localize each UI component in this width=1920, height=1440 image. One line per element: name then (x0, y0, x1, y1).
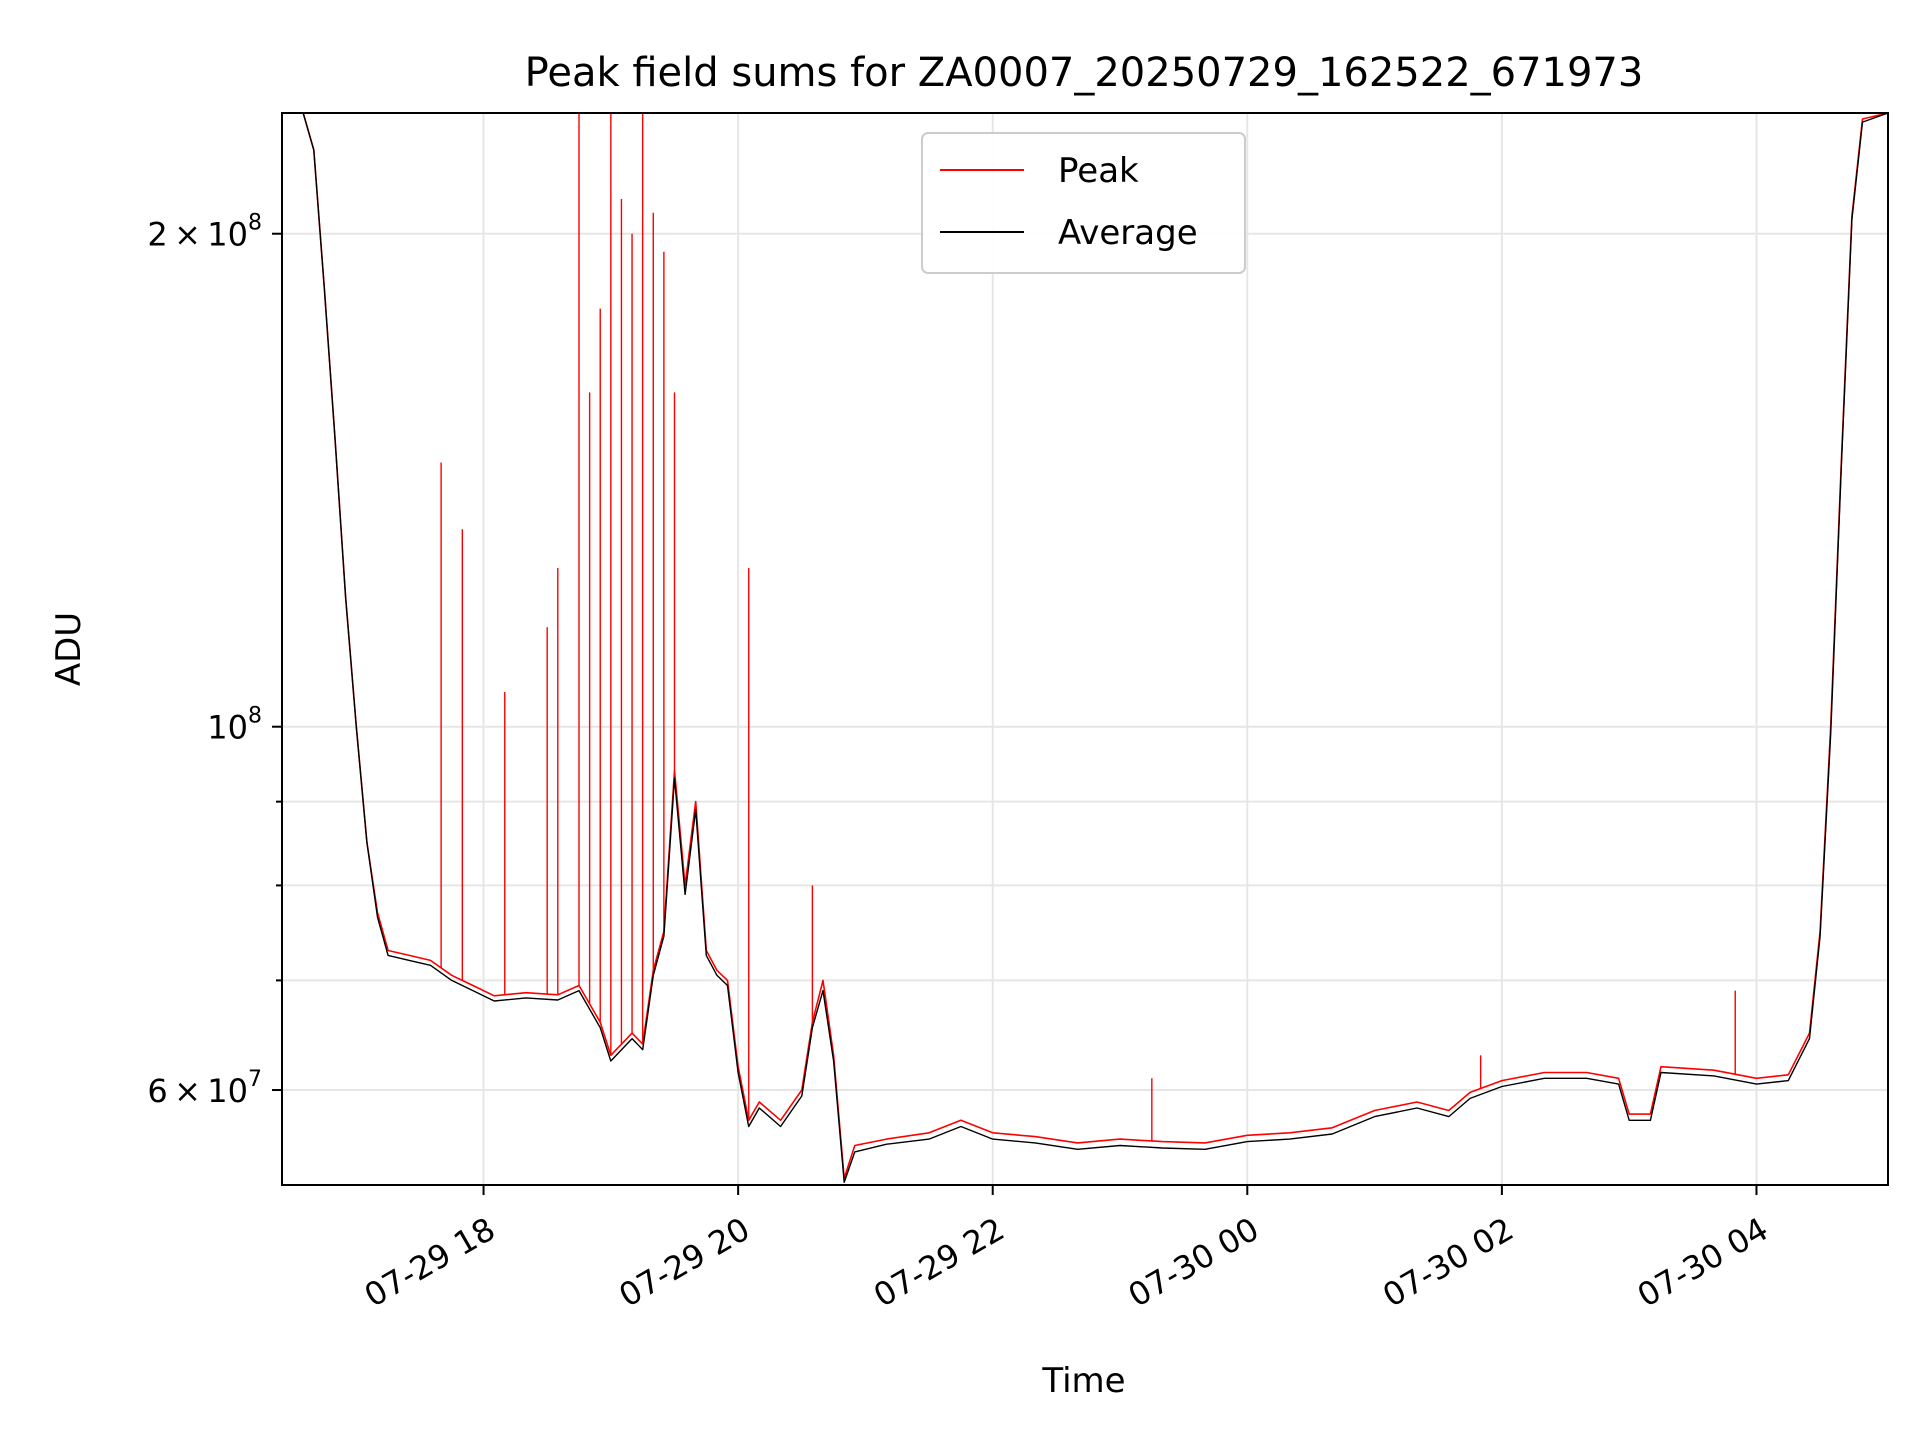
y-tick-label: 6 × 107 (147, 1067, 262, 1110)
y-tick-label: 108 (207, 704, 262, 747)
legend: Peak Average (921, 132, 1246, 274)
legend-average-label: Average (1058, 213, 1198, 253)
y-axis-label: ADU (49, 612, 89, 686)
y-tick-mantissa: 2 (147, 216, 167, 254)
series-layer (282, 113, 1888, 1184)
x-axis-label: Time (1041, 1361, 1125, 1401)
y-tick-exponent: 8 (248, 704, 262, 729)
y-tick-times: × 10 (168, 1072, 248, 1110)
series-line-average (282, 113, 1888, 1184)
y-tick-exponent: 8 (248, 211, 262, 236)
y-tick-exponent: 7 (248, 1067, 262, 1092)
plot-frame (281, 112, 1889, 1186)
y-tick-label: 2 × 108 (147, 211, 262, 254)
y-tick-times: × 10 (168, 216, 248, 254)
y-tick-mantissa: 6 (147, 1072, 167, 1110)
legend-peak-label: Peak (1058, 151, 1139, 191)
series-line-peak (282, 113, 1888, 1180)
legend-frame (921, 132, 1246, 274)
chart-title: Peak field sums for ZA0007_20250729_1625… (525, 50, 1644, 96)
y-tick-base: 10 (207, 709, 248, 747)
